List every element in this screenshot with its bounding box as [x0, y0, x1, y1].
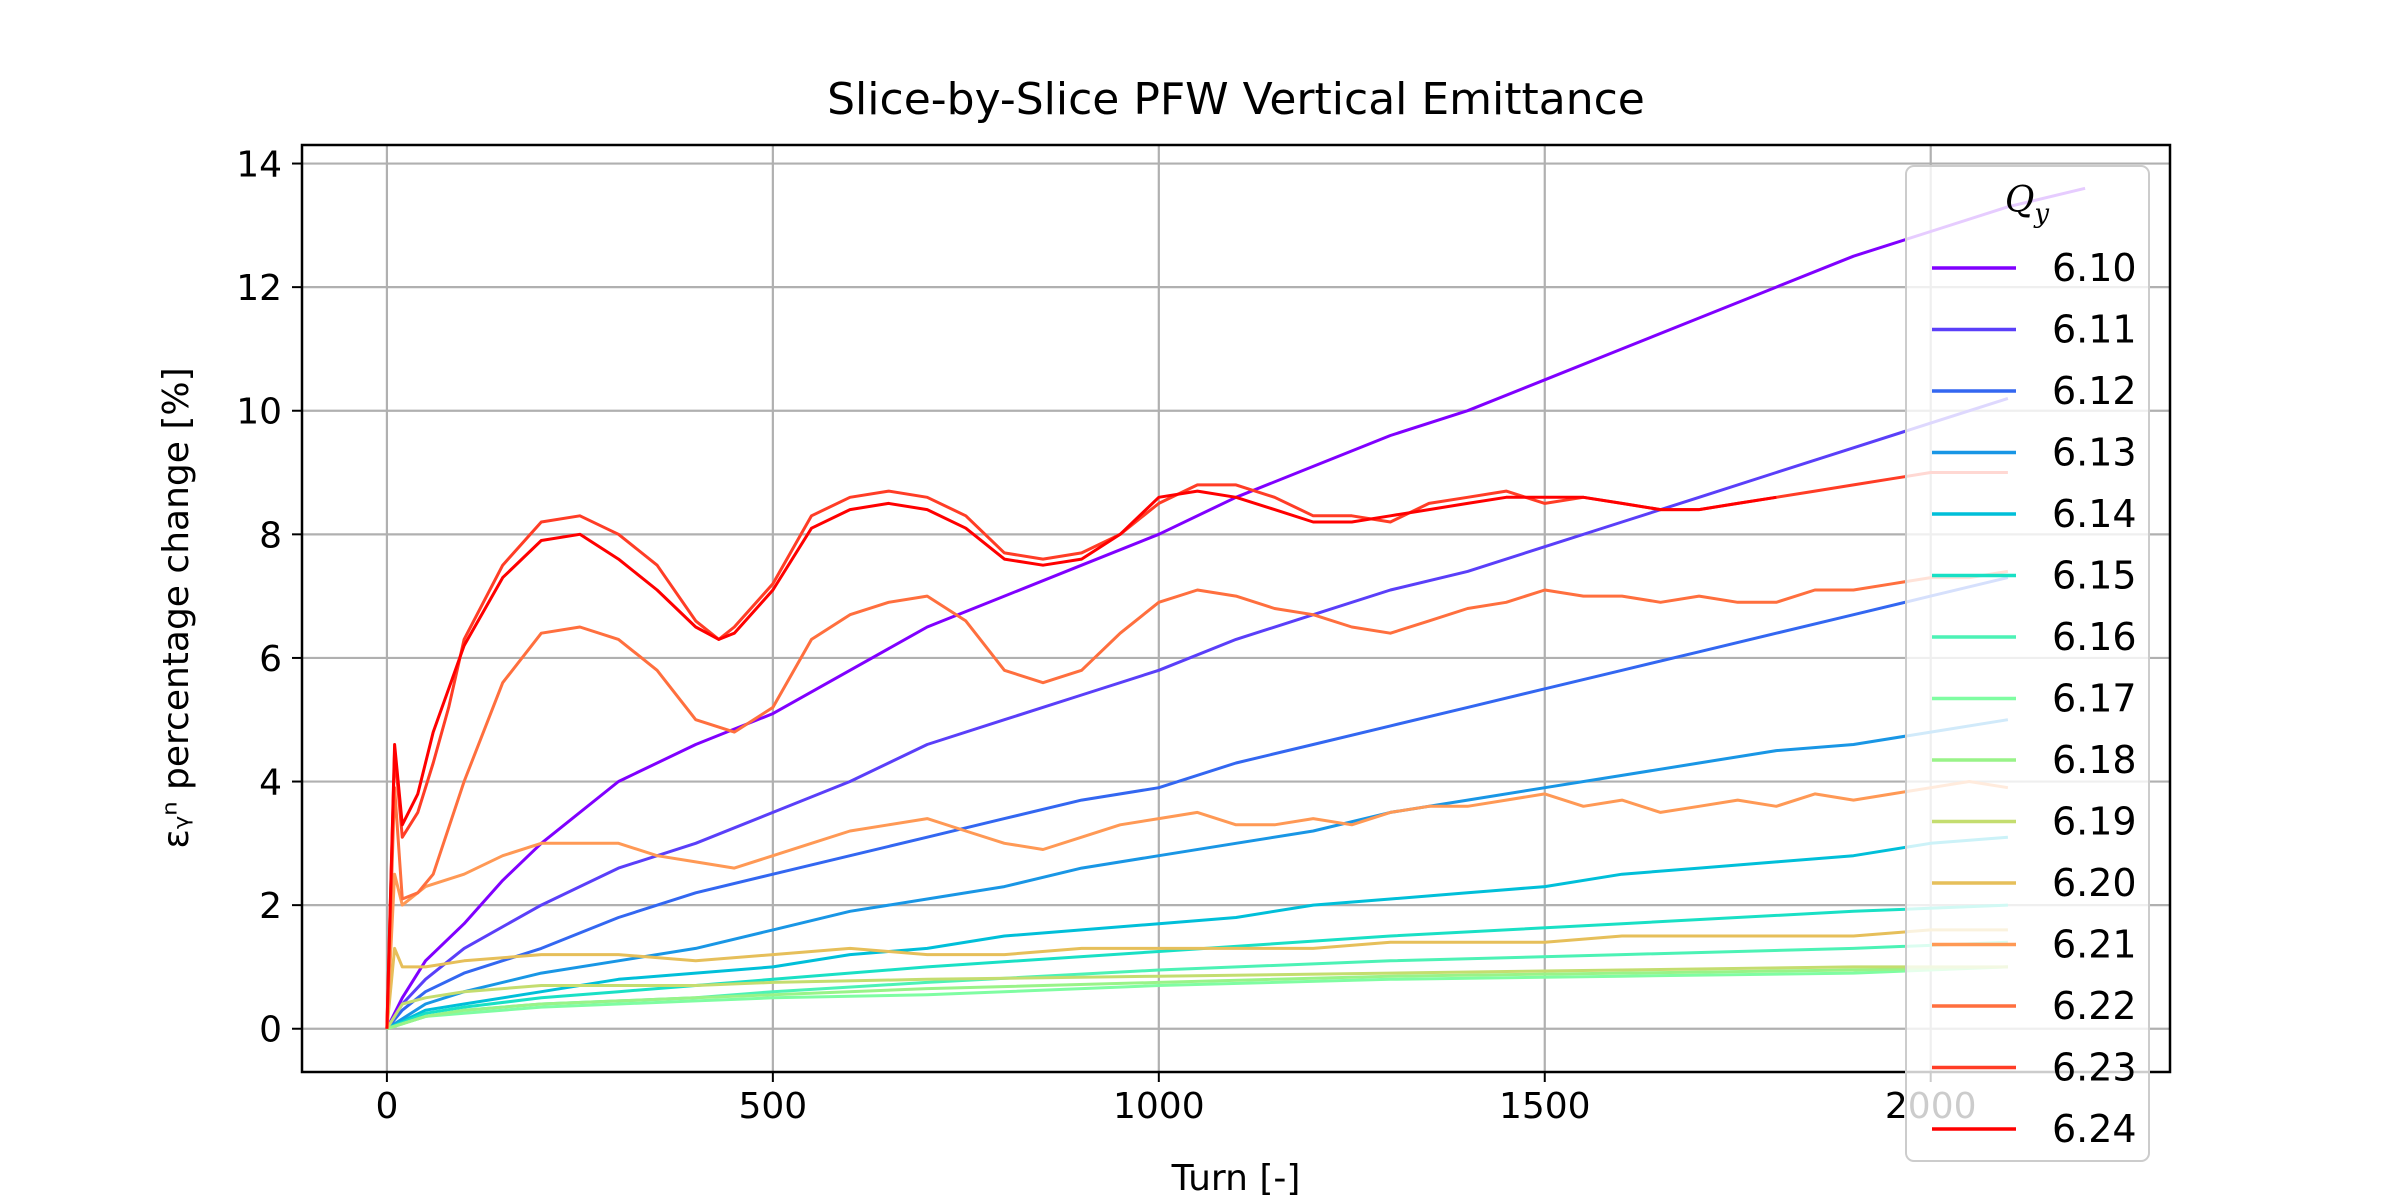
- series-line-6.19: [385, 965, 2008, 1030]
- series-line-6.23: [385, 471, 2008, 1029]
- series-line-6.17: [386, 965, 2008, 1031]
- legend-label-6.15: 6.15: [2052, 554, 2137, 598]
- y-tick-label: 6: [259, 639, 282, 680]
- series-line-6.24: [385, 489, 1777, 1029]
- legend-label-6.24: 6.24: [2052, 1107, 2137, 1151]
- series-line-6.11: [385, 396, 2009, 1030]
- axis-ticks: 050010001500200002468101214: [236, 145, 1976, 1127]
- y-axis-label: εᵧⁿ percentage change [%]: [156, 367, 197, 848]
- legend-label-6.17: 6.17: [2052, 677, 2137, 721]
- series-lines: [385, 186, 2086, 1031]
- series-line-6.12: [385, 576, 2009, 1030]
- legend-label-6.10: 6.10: [2052, 246, 2137, 290]
- series-line-6.22: [385, 569, 2009, 1029]
- x-tick-label: 1000: [1113, 1086, 1205, 1127]
- legend-label-6.23: 6.23: [2052, 1046, 2137, 1090]
- series-line-6.21: [385, 780, 2009, 1029]
- legend: Qy 6.106.116.126.136.146.156.166.176.186…: [1905, 165, 2150, 1162]
- legend-box: [1905, 165, 2150, 1162]
- legend-label-6.12: 6.12: [2052, 369, 2137, 413]
- legend-label-6.14: 6.14: [2052, 492, 2137, 536]
- y-tick-label: 4: [259, 763, 282, 804]
- x-tick-label: 500: [739, 1086, 808, 1127]
- legend-label-6.18: 6.18: [2052, 738, 2137, 782]
- legend-entries: 6.10 6.11 6.12 6.13 6.14 6.15 6.16 6.17 6.18 6.19…: [1932, 246, 2137, 1151]
- y-tick-label: 14: [236, 145, 282, 186]
- x-tick-label: 0: [375, 1086, 398, 1127]
- legend-label-6.13: 6.13: [2052, 431, 2137, 475]
- series-line-6.10: [385, 186, 2086, 1030]
- x-tick-label: 1500: [1499, 1086, 1591, 1127]
- legend-label-6.11: 6.11: [2052, 308, 2137, 352]
- y-tick-label: 2: [259, 886, 282, 927]
- series-line-6.18: [386, 965, 2008, 1031]
- legend-label-6.20: 6.20: [2052, 861, 2137, 905]
- legend-label-6.19: 6.19: [2052, 800, 2137, 844]
- y-tick-label: 10: [236, 392, 282, 433]
- plot-frame: [300, 143, 2172, 1074]
- series-line-6.14: [386, 835, 2009, 1031]
- chart-title: Slice-by-Slice PFW Vertical Emittance: [827, 74, 1645, 125]
- series-line-6.15: [386, 903, 2008, 1031]
- y-tick-label: 8: [259, 515, 282, 556]
- series-line-6.20: [385, 928, 2008, 1029]
- y-tick-label: 12: [236, 268, 282, 309]
- legend-label-6.22: 6.22: [2052, 984, 2137, 1028]
- y-tick-label: 0: [259, 1010, 282, 1051]
- legend-label-6.16: 6.16: [2052, 615, 2137, 659]
- legend-label-6.21: 6.21: [2052, 923, 2137, 967]
- x-axis-label: Turn [-]: [1171, 1158, 1301, 1199]
- series-line-6.13: [386, 718, 2009, 1030]
